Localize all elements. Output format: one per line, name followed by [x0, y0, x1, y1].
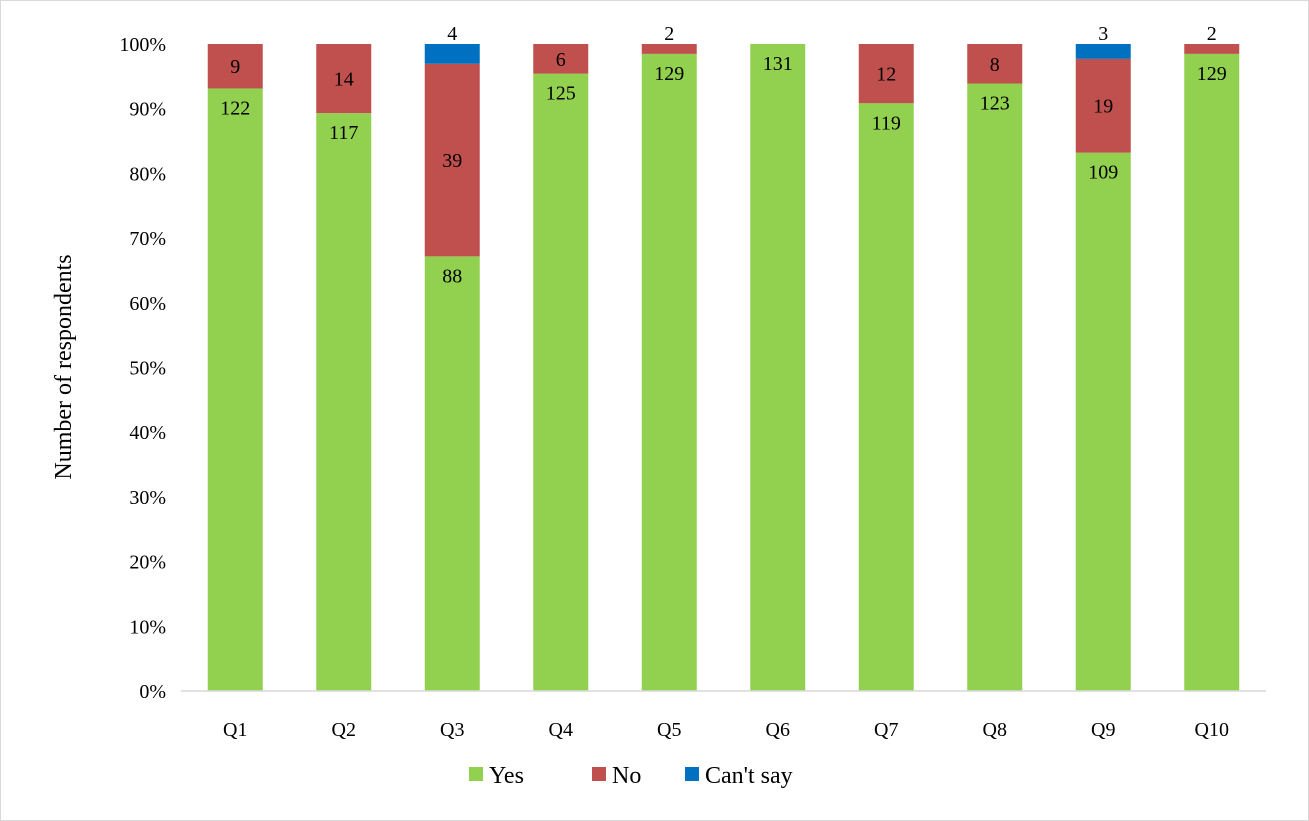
legend-label: Yes — [489, 763, 524, 789]
bar-segment — [641, 53, 697, 691]
x-tick-label: Q3 — [440, 719, 464, 741]
data-label: 88 — [442, 265, 462, 287]
bar-segment — [967, 83, 1023, 691]
x-tick-label: Q2 — [332, 719, 356, 741]
y-tick-label: 100% — [119, 34, 166, 56]
data-label: 3 — [1098, 23, 1108, 45]
data-label: 4 — [447, 23, 457, 45]
bar-segment — [1075, 58, 1131, 153]
data-label: 8 — [990, 54, 1000, 76]
x-tick-label: Q6 — [766, 719, 790, 741]
data-label: 129 — [1197, 63, 1227, 85]
data-label: 12 — [876, 64, 896, 86]
data-label: 2 — [1207, 23, 1217, 45]
x-tick-label: Q7 — [874, 719, 898, 741]
legend-label: No — [612, 763, 641, 789]
bar-segment — [750, 44, 806, 691]
bar-segment — [1184, 53, 1240, 691]
y-tick-label: 30% — [129, 487, 166, 509]
bar-segment — [967, 44, 1023, 84]
data-label: 6 — [556, 49, 566, 71]
data-label: 122 — [220, 97, 250, 119]
y-tick-label: 50% — [129, 358, 166, 380]
bar-segment — [641, 44, 697, 54]
bar-segment — [1075, 44, 1131, 59]
x-tick-label: Q9 — [1091, 719, 1115, 741]
x-tick-label: Q8 — [983, 719, 1007, 741]
legend-swatch — [592, 767, 606, 781]
y-tick-label: 0% — [139, 681, 166, 703]
y-axis-ticks: 0% 10% 20% 30% 40% 50% 60% 70% 80% 90% 100% — [119, 34, 166, 703]
bar-segment — [858, 44, 914, 104]
x-tick-label: Q1 — [223, 719, 247, 741]
x-axis-ticks: Q1 Q2 Q3 Q4 Q5 Q6 Q7 Q8 Q9 Q10 — [223, 719, 1229, 741]
y-tick-label: 40% — [129, 422, 166, 444]
legend-label: Can't say — [705, 763, 793, 789]
data-label: 131 — [763, 53, 793, 75]
data-label: 9 — [230, 56, 240, 78]
data-label: 117 — [329, 122, 358, 144]
bar-segment — [424, 256, 480, 691]
bar-segment — [316, 113, 372, 692]
data-label: 39 — [442, 150, 462, 172]
bar-segment — [207, 88, 263, 691]
y-tick-label: 20% — [129, 552, 166, 574]
bar-segment — [207, 44, 263, 89]
legend: Yes No Can't say — [469, 763, 793, 789]
data-label: 19 — [1093, 96, 1113, 118]
bar-segment — [1184, 44, 1240, 54]
data-label: 109 — [1088, 162, 1118, 184]
x-tick-label: Q4 — [549, 719, 573, 741]
bar-segment — [533, 73, 589, 691]
bar-segment — [424, 63, 480, 257]
y-tick-label: 60% — [129, 293, 166, 315]
data-label: 129 — [654, 63, 684, 85]
bars-group: 122 9 117 14 88 39 4 125 6 129 2 131 119 12 123 8 109 19 3… — [207, 23, 1240, 692]
data-label: 2 — [664, 23, 674, 45]
x-tick-label: Q10 — [1195, 719, 1229, 741]
y-tick-label: 70% — [129, 228, 166, 250]
bar-segment — [858, 103, 914, 692]
y-tick-label: 10% — [129, 616, 166, 638]
bar-segment — [533, 44, 589, 74]
x-tick-label: Q5 — [657, 719, 681, 741]
data-label: 125 — [546, 83, 576, 105]
legend-swatch — [469, 767, 483, 781]
bar-segment — [316, 44, 372, 114]
y-tick-label: 90% — [129, 99, 166, 121]
legend-swatch — [685, 767, 699, 781]
data-label: 123 — [980, 93, 1010, 115]
y-axis-title: Number of respondents — [51, 254, 77, 479]
y-tick-label: 80% — [129, 163, 166, 185]
data-label: 119 — [872, 112, 901, 134]
bar-segment — [424, 44, 480, 64]
bar-segment — [1075, 152, 1131, 691]
data-label: 14 — [334, 69, 354, 91]
